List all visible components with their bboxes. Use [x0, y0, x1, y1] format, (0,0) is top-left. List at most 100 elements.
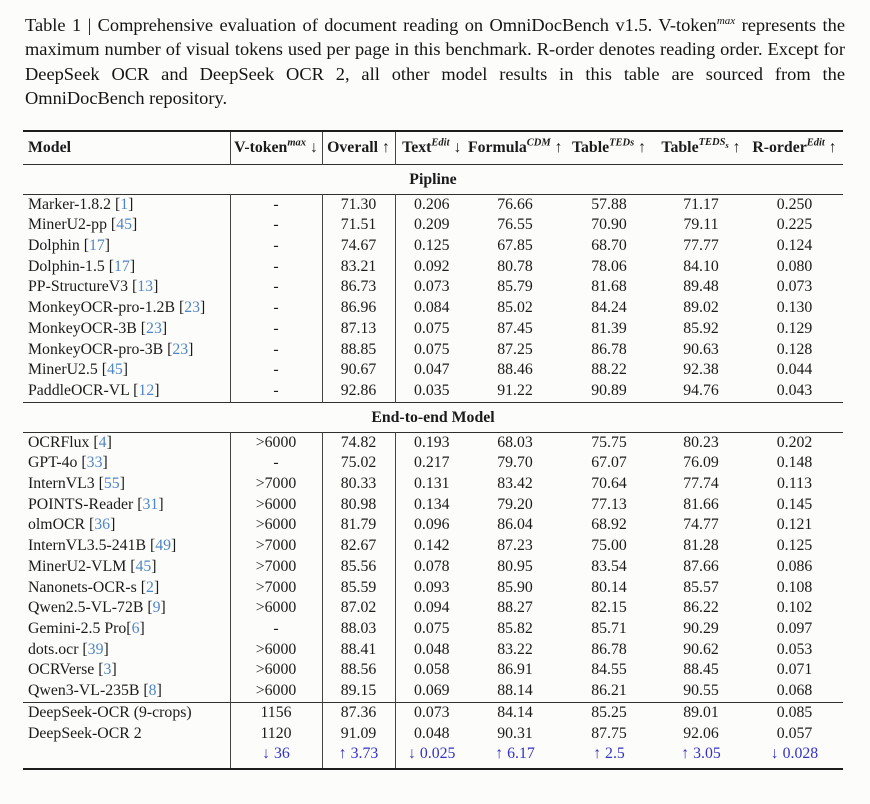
value-cell: 0.108: [776, 578, 813, 596]
citation-link[interactable]: 6: [131, 619, 140, 637]
value-cell: 74.67: [322, 236, 396, 257]
value-cell: 0.097: [776, 619, 813, 637]
value-cell: 0.131: [413, 475, 450, 493]
delta-cell: ↓ 0.028: [770, 745, 819, 763]
value-cell: 84.14: [497, 703, 533, 721]
value-cell: 86.91: [497, 661, 533, 679]
citation-link[interactable]: 55: [103, 475, 120, 493]
value-cell: 92.06: [683, 724, 719, 742]
value-cell: 0.084: [413, 299, 450, 317]
value-cell: >7000: [230, 556, 323, 578]
citation-link[interactable]: 17: [114, 257, 130, 275]
citation-link[interactable]: 17: [89, 237, 105, 255]
section-title: End-to-end Model: [371, 408, 495, 426]
citation-link[interactable]: 33: [86, 454, 103, 472]
value-cell: 85.79: [497, 278, 533, 296]
value-cell: 80.14: [591, 578, 627, 596]
model-name-cell: Dolphin-1.5 [17]: [23, 256, 231, 278]
column-header-overall: Overall ↑: [322, 130, 396, 165]
value-cell: >6000: [230, 639, 323, 661]
value-cell: 88.46: [497, 361, 533, 379]
citation-link[interactable]: 49: [155, 537, 172, 555]
citation-link[interactable]: 3: [103, 661, 112, 679]
value-cell: 0.148: [776, 454, 813, 472]
value-cell: 0.093: [413, 578, 450, 596]
citation-link[interactable]: 12: [138, 381, 155, 399]
citation-link[interactable]: 31: [142, 495, 159, 513]
value-cell: 0.096: [413, 516, 450, 534]
citation-link[interactable]: 4: [98, 433, 107, 451]
value-cell: 0.057: [776, 724, 813, 742]
value-cell: 88.22: [591, 361, 627, 379]
value-cell: 86.96: [322, 298, 396, 319]
value-cell: 88.27: [497, 599, 533, 617]
table-row: MinerU2-pp [45] -71.51 0.209 76.55 70.90 79.1…: [23, 215, 843, 237]
value-cell: >6000: [230, 515, 323, 537]
table-row: InternVL3.5-241B [49] >7000 82.67 0.142 87.2…: [23, 536, 843, 557]
value-cell: 77.13: [591, 495, 627, 513]
model-name-cell: Qwen3-VL-235B [8]: [23, 681, 231, 703]
value-cell: 81.68: [591, 278, 627, 296]
value-cell: 0.209: [413, 216, 450, 234]
citation-link[interactable]: 9: [152, 599, 161, 617]
caption-text-lead: Table 1 | Comprehensive evaluation of do…: [25, 15, 717, 35]
value-cell: 0.071: [776, 661, 813, 679]
citation-link[interactable]: 8: [148, 682, 157, 700]
value-cell: 75.02: [322, 453, 396, 475]
citation-link[interactable]: 2: [146, 578, 154, 596]
value-cell: 0.075: [413, 340, 450, 358]
citation-link[interactable]: 13: [137, 278, 154, 296]
value-cell: 70.90: [591, 216, 627, 234]
value-cell: 80.33: [322, 474, 396, 495]
citation-link[interactable]: 45: [116, 216, 132, 234]
value-cell: 0.092: [413, 257, 450, 275]
column-superscript: max: [287, 137, 307, 149]
value-cell: 85.71: [591, 619, 627, 637]
value-cell: 87.13: [322, 318, 396, 340]
value-cell: -: [230, 618, 323, 640]
value-cell: 88.85: [322, 339, 396, 361]
column-superscript: TEDSs: [698, 137, 729, 151]
value-cell: 0.094: [413, 599, 450, 617]
model-name-cell: InternVL3 [55]: [23, 474, 231, 495]
table-row: DeepSeek-OCR (9-crops) 1156 87.36 0.073 84.1…: [23, 702, 843, 724]
column-header-table_teds: TableTEDs ↑: [571, 137, 647, 156]
column-header-formula: FormulaCDM ↑: [468, 137, 563, 156]
value-cell: 90.67: [322, 360, 396, 381]
table-row: GPT-4o [33] -75.02 0.217 79.70 67.07 76.09 0.1…: [23, 453, 843, 475]
citation-link[interactable]: 23: [172, 340, 189, 358]
value-cell: 85.90: [497, 578, 533, 596]
model-name-cell: Dolphin [17]: [23, 236, 231, 257]
citation-link[interactable]: 39: [87, 640, 104, 658]
delta-empty-cell: [23, 744, 231, 769]
value-cell: 75.00: [591, 537, 627, 555]
value-cell: 90.31: [497, 724, 533, 742]
value-cell: 77.77: [683, 237, 719, 255]
value-cell: 85.57: [683, 578, 719, 596]
citation-link[interactable]: 45: [135, 557, 152, 575]
citation-link[interactable]: 23: [146, 319, 162, 337]
citation-link[interactable]: 23: [184, 299, 201, 317]
table-row: POINTS-Reader [31] >6000 80.98 0.134 79.20 77…: [23, 494, 843, 516]
column-header-table_tedss: TableTEDSs ↑: [661, 137, 741, 156]
value-cell: 0.113: [777, 475, 812, 493]
page: { "caption": { "before_sup": "Table 1 | …: [0, 13, 870, 804]
citation-link[interactable]: 36: [94, 516, 111, 534]
value-cell: 0.068: [776, 682, 813, 700]
value-cell: 0.121: [776, 516, 813, 534]
value-cell: -: [230, 339, 323, 361]
value-cell: 84.10: [683, 257, 719, 275]
value-cell: 85.56: [322, 556, 396, 578]
delta-cell: ↓ 0.025: [408, 745, 456, 763]
citation-link[interactable]: 1: [120, 195, 129, 213]
value-cell: 0.206: [413, 195, 450, 213]
value-cell: 86.78: [591, 640, 627, 658]
value-cell: 92.38: [683, 361, 719, 379]
table-row: MinerU2-VLM [45] >7000 85.56 0.078 80.95 83.5…: [23, 556, 843, 578]
citation-link[interactable]: 45: [106, 361, 123, 379]
column-header-rorder: R-orderEdit ↑: [752, 137, 837, 156]
value-cell: 0.217: [413, 454, 450, 472]
value-cell: >6000: [230, 598, 323, 619]
value-cell: >6000: [230, 494, 323, 516]
value-cell: 0.145: [776, 495, 813, 513]
